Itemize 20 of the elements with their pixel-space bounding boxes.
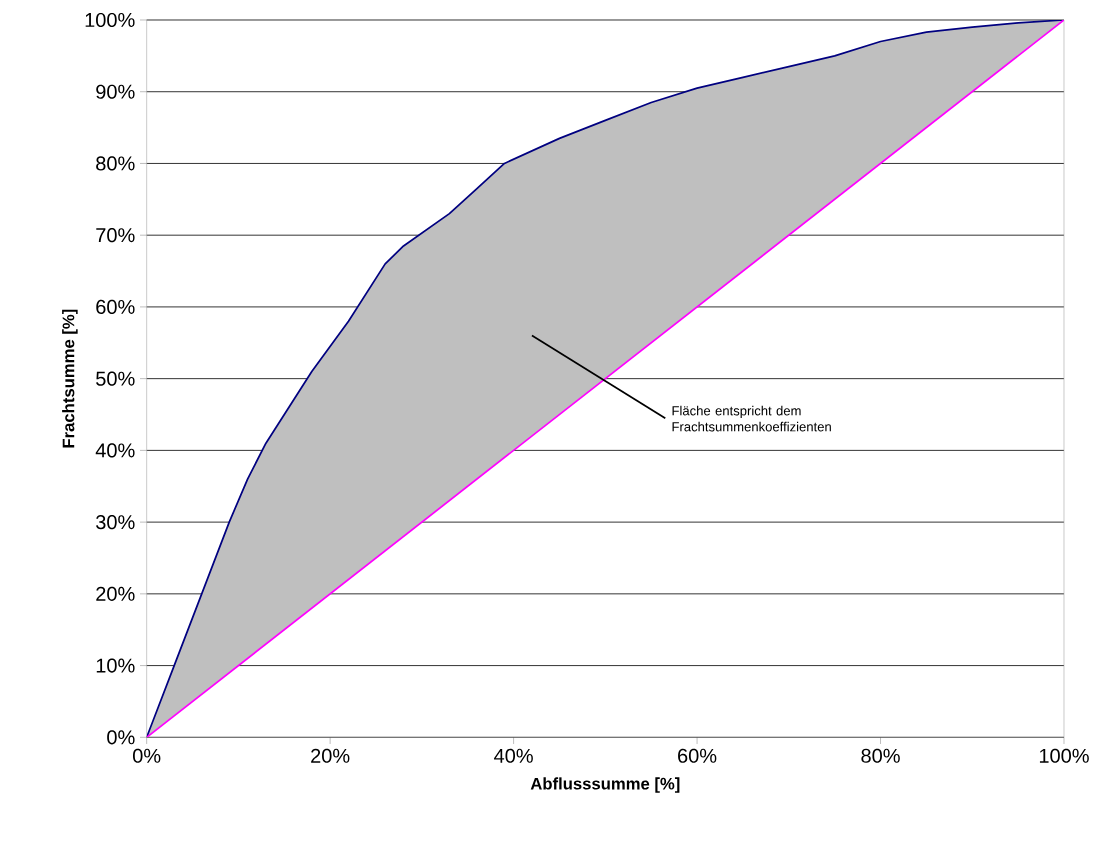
x-tick-label: 0%	[132, 748, 161, 763]
y-tick-label: 0%	[107, 730, 135, 745]
y-tick-label: 40%	[95, 443, 135, 458]
y-tick-label: 80%	[96, 156, 135, 171]
y-tick-label: 20%	[96, 586, 135, 601]
y-tick-label: 90%	[96, 84, 135, 99]
x-tick-label: 20%	[311, 748, 350, 763]
y-tick-label: 10%	[96, 658, 135, 673]
y-tick-label: 50%	[96, 371, 135, 386]
y-tick-label: 60%	[96, 299, 135, 314]
y-tick-label: 70%	[96, 227, 135, 243]
y-axis-title: Frachtsumme [%]	[62, 309, 78, 448]
y-tick-label: 30%	[96, 514, 135, 530]
x-tick-label: 60%	[678, 748, 717, 763]
x-axis-title: Abflusssumme [%]	[530, 777, 680, 793]
y-tick-label: 100%	[85, 12, 135, 27]
x-tick-label: 100%	[1039, 748, 1089, 763]
x-tick-label: 80%	[861, 748, 900, 763]
x-tick-label: 40%	[494, 748, 533, 763]
annotation: Fläche entspricht dem Frachtsummenkoeffizienten	[672, 405, 831, 432]
